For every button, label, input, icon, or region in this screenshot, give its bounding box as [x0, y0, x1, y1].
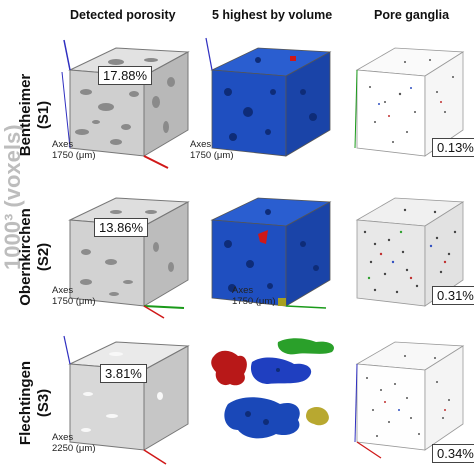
axes-label-s1: Axes 1750 (μm) [52, 139, 96, 161]
column-header-detected-porosity: Detected porosity [70, 8, 176, 22]
cluster-green-icon [277, 338, 335, 355]
row-code-s2: (S2) [35, 242, 52, 272]
cluster-blue-icon [250, 357, 312, 384]
row-label-s3: Flechtingen (S3) [17, 353, 57, 453]
ganglia-value-s3: 0.34% [432, 444, 474, 463]
highest-volume-cube-s2 [210, 197, 332, 309]
porosity-value-s2: 13.86% [94, 218, 149, 237]
axes-label-s2b: Axes 1750 (μm) [232, 285, 276, 307]
row-label-s2: Obernkirchen (S2) [17, 202, 57, 312]
row-code-s1: (S1) [35, 100, 52, 130]
porosity-cube-s3 [63, 335, 190, 465]
ganglia-cube-s2 [355, 197, 465, 307]
row-name-s1: Bentheimer [17, 73, 34, 157]
row-label-s1: Bentheimer (S1) [17, 70, 57, 160]
highest-volume-clusters-s3 [211, 338, 335, 439]
axis-red-icon [143, 155, 169, 169]
axes-word-s1: Axes [52, 139, 74, 150]
axes-size-s2b: 1750 (μm) [232, 296, 276, 307]
porosity-cube-s2 [68, 197, 190, 319]
cluster-red-icon [211, 350, 247, 386]
axes-word-s1b: Axes [190, 139, 212, 150]
axes-size-s3: 2250 (μm) [52, 443, 96, 454]
axes-word-s3: Axes [52, 432, 74, 443]
column-header-pore-ganglia: Pore ganglia [374, 8, 450, 22]
row-name-s2: Obernkirchen [17, 208, 34, 306]
axes-size-s1b: 1750 (μm) [190, 150, 234, 161]
column-header-5-highest: 5 highest by volume [212, 8, 333, 22]
porosity-value-s3: 3.81% [100, 364, 147, 383]
row-name-s3: Flechtingen [17, 360, 34, 446]
cluster-blue-large-icon [224, 397, 300, 439]
cluster-yellow-icon [306, 407, 329, 426]
row-code-s3: (S3) [35, 388, 52, 418]
highest-volume-cube-s1 [205, 37, 332, 157]
axes-label-s2: Axes 1750 (μm) [52, 285, 96, 307]
axes-size-s1: 1750 (μm) [52, 150, 96, 161]
axis-blue-icon [63, 39, 71, 71]
axes-word-s2b: Axes [232, 285, 254, 296]
ganglia-value-s1: 0.13% [432, 138, 474, 157]
ganglia-value-s2: 0.31% [432, 286, 474, 305]
ganglia-cube-s1 [354, 47, 465, 157]
axes-word-s2: Axes [52, 285, 74, 296]
ganglia-cube-s3 [354, 341, 465, 459]
axes-size-s2: 1750 (μm) [52, 296, 96, 307]
axes-label-s1b: Axes 1750 (μm) [190, 139, 234, 161]
porosity-value-s1: 17.88% [98, 66, 153, 85]
axes-label-s3: Axes 2250 (μm) [52, 432, 96, 454]
